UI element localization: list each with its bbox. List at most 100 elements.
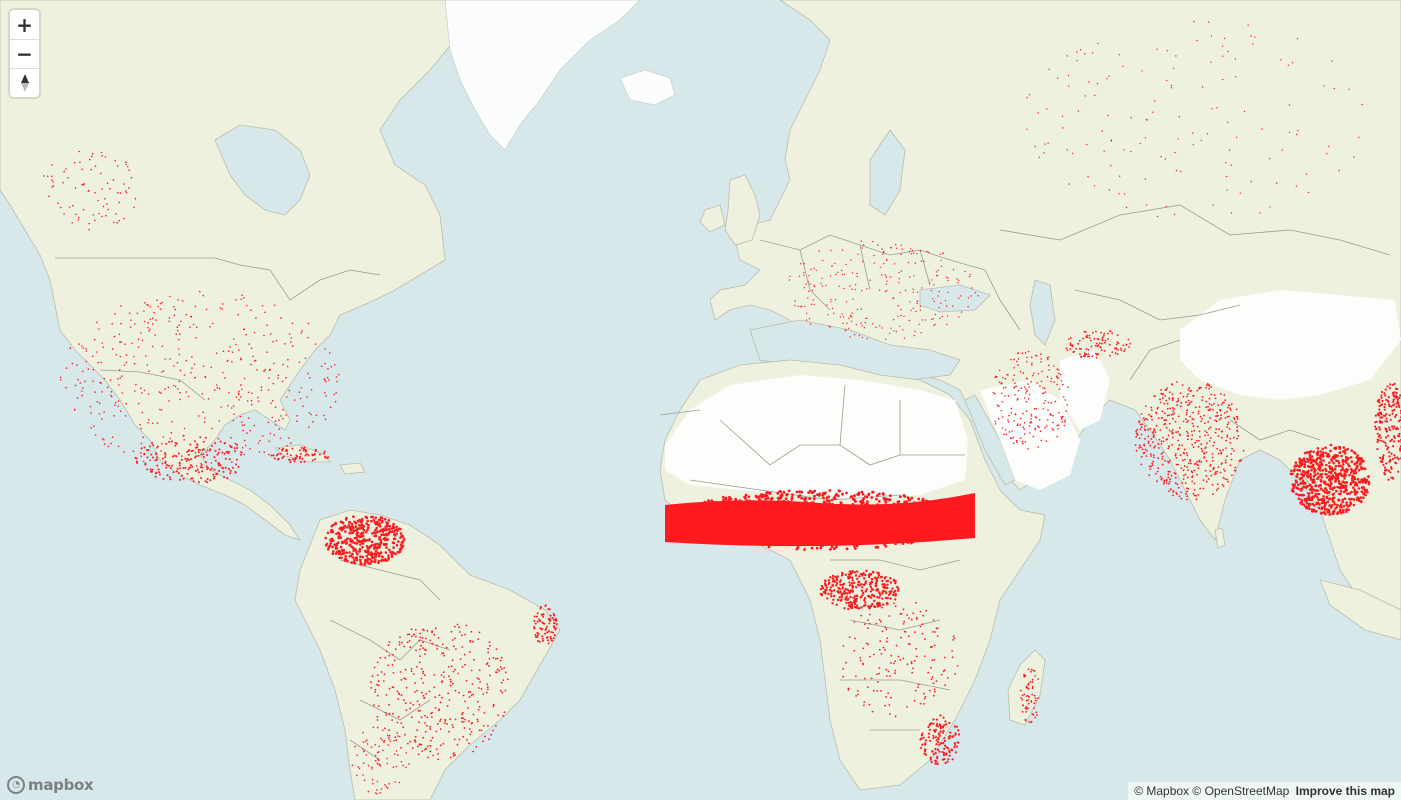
fire-detection-dot <box>282 455 285 458</box>
fire-detection-dot <box>884 501 888 504</box>
fire-detection-dot <box>452 755 455 757</box>
fire-detection-dot <box>1087 355 1089 358</box>
fire-detection-dot <box>400 761 403 763</box>
fire-detection-dot <box>1189 460 1191 462</box>
fire-detection-dot <box>227 405 229 407</box>
fire-detection-dot <box>1390 452 1393 455</box>
fire-detection-dot <box>923 655 926 658</box>
fire-detection-dot <box>826 540 829 544</box>
fire-detection-dot <box>971 287 973 289</box>
fire-detection-dot <box>941 750 944 754</box>
fire-detection-dot <box>830 275 832 277</box>
fire-detection-dot <box>496 657 499 660</box>
fire-detection-dot <box>928 523 932 527</box>
fire-detection-dot <box>859 500 862 504</box>
fire-detection-dot <box>939 515 943 518</box>
fire-detection-dot <box>225 451 228 453</box>
fire-detection-dot <box>856 690 859 692</box>
fire-detection-dot <box>914 631 916 634</box>
fire-detection-dot <box>397 692 400 695</box>
fire-detection-dot <box>1022 412 1024 415</box>
fire-detection-dot <box>936 504 940 507</box>
fire-detection-dot <box>932 298 934 300</box>
fire-detection-dot <box>391 664 394 666</box>
fire-detection-dot <box>326 531 330 535</box>
fire-detection-dot <box>1383 392 1386 395</box>
fire-detection-dot <box>1194 441 1196 444</box>
fire-detection-dot <box>469 651 471 653</box>
fire-detection-dot <box>1310 455 1314 458</box>
fire-detection-dot <box>78 343 80 345</box>
fire-detection-dot <box>832 547 836 551</box>
fire-detection-dot <box>1349 456 1353 459</box>
fire-detection-dot <box>1071 344 1074 346</box>
fire-detection-dot <box>203 421 206 424</box>
fire-detection-dot <box>947 291 949 294</box>
fire-detection-dot <box>711 500 715 504</box>
fire-detection-dot <box>186 472 189 475</box>
fire-detection-dot <box>1379 416 1382 419</box>
fire-detection-dot <box>1153 446 1155 449</box>
fire-detection-dot <box>431 630 434 633</box>
fire-detection-dot <box>362 538 366 541</box>
fire-detection-dot <box>370 555 374 558</box>
fire-detection-dot <box>1013 387 1015 389</box>
fire-detection-dot <box>1328 461 1331 465</box>
fire-detection-dot <box>1199 487 1202 490</box>
fire-detection-dot <box>162 436 165 438</box>
fire-detection-dot <box>1204 422 1206 424</box>
fire-detection-dot <box>1330 458 1333 461</box>
fire-detection-dot <box>946 509 950 513</box>
fire-detection-dot <box>860 322 862 324</box>
fire-detection-dot <box>1192 492 1195 495</box>
fire-detection-dot <box>848 531 852 535</box>
fire-detection-dot <box>378 530 381 533</box>
fire-detection-dot <box>324 536 328 540</box>
fire-detection-dot <box>1217 466 1220 468</box>
fire-detection-dot <box>1384 403 1387 406</box>
fire-detection-dot <box>1047 401 1050 404</box>
fire-detection-dot <box>1163 419 1166 422</box>
fire-detection-dot <box>1192 394 1195 397</box>
fire-detection-dot <box>452 670 455 673</box>
fire-detection-dot <box>918 539 922 542</box>
fire-detection-dot <box>398 550 402 553</box>
fire-detection-dot <box>861 586 864 589</box>
fire-detection-dot <box>1392 445 1395 448</box>
fire-detection-dot <box>553 614 556 617</box>
fire-detection-dot <box>542 639 545 642</box>
fire-detection-dot <box>792 522 796 525</box>
fire-detection-dot <box>504 689 507 692</box>
fire-detection-dot <box>227 452 230 455</box>
fire-detection-dot <box>933 324 935 326</box>
fire-detection-dot <box>896 502 900 506</box>
fire-detection-dot <box>376 542 379 546</box>
fire-detection-dot <box>1298 465 1301 469</box>
fire-detection-dot <box>1381 457 1385 461</box>
fire-detection-dot <box>179 478 182 481</box>
fire-detection-dot <box>908 250 911 253</box>
fire-detection-dot <box>1161 416 1163 419</box>
fire-detection-dot <box>379 538 383 542</box>
fire-detection-dot <box>197 451 200 453</box>
fire-detection-dot <box>968 518 971 522</box>
fire-detection-dot <box>429 744 432 747</box>
fire-detection-dot <box>1353 477 1357 481</box>
fire-detection-dot <box>1391 409 1394 412</box>
fire-detection-dot <box>1063 424 1066 427</box>
fire-detection-dot <box>462 735 465 738</box>
fire-detection-dot <box>177 348 180 350</box>
fire-detection-dot <box>269 432 272 435</box>
fire-detection-dot <box>360 517 364 521</box>
fire-detection-dot <box>1336 503 1339 507</box>
fire-detection-dot <box>893 579 896 583</box>
fire-detection-dot <box>1169 470 1171 473</box>
fire-detection-dot <box>878 672 880 675</box>
fire-detection-dot <box>1395 462 1398 465</box>
fire-detection-dot <box>1190 400 1193 403</box>
fire-detection-dot <box>864 495 867 498</box>
fire-detection-dot <box>1152 454 1155 457</box>
fire-detection-dot <box>121 375 123 377</box>
